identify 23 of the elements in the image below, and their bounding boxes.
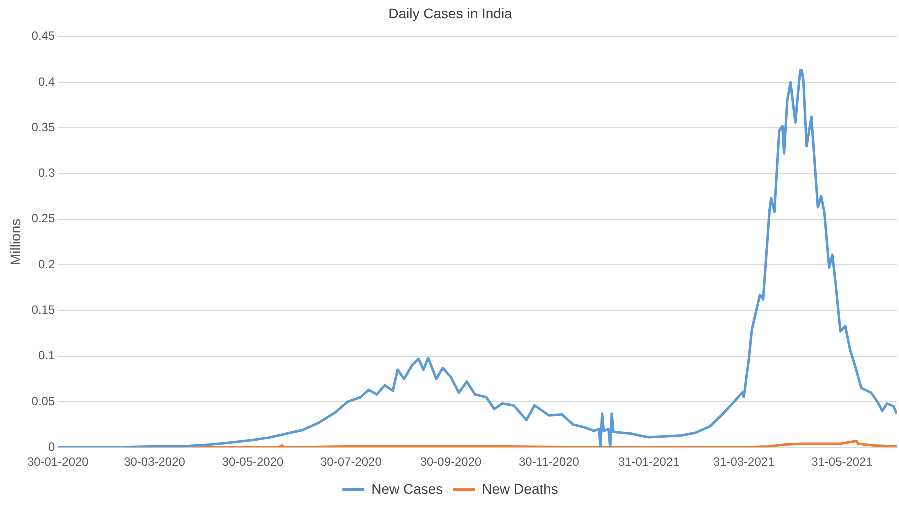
x-tick-label: 30-01-2020 <box>27 455 90 470</box>
y-tick-label: 0.1 <box>38 348 56 363</box>
x-tick-label: 30-07-2020 <box>320 455 382 470</box>
x-tick-label: 31-01-2021 <box>618 455 680 470</box>
y-axis-title: Millions <box>7 218 24 266</box>
x-tick-label: 30-11-2020 <box>518 455 580 470</box>
y-tick-label: 0.25 <box>32 212 56 226</box>
y-tick-label: 0.15 <box>32 302 56 317</box>
x-tick-label: 30-05-2020 <box>222 455 284 470</box>
y-tick-label: 0.4 <box>38 74 56 89</box>
y-tick-label: 0.45 <box>32 29 56 44</box>
legend-label: New Cases <box>372 480 444 497</box>
x-tick-label: 31-05-2021 <box>812 455 874 470</box>
x-tick-label: 31-03-2021 <box>713 455 776 470</box>
y-tick-label: 0 <box>48 440 56 454</box>
x-tick-label: 30-09-2020 <box>420 455 482 470</box>
y-tick-label: 0.2 <box>38 257 56 272</box>
y-tick-label: 0.3 <box>38 166 56 180</box>
y-tick-label: 0.35 <box>32 120 56 134</box>
chart-title: Daily Cases in India <box>388 5 513 22</box>
legend-label: New Deaths <box>482 480 558 497</box>
x-tick-label: 30-03-2020 <box>124 455 186 470</box>
y-tick-label: 0.05 <box>32 394 56 408</box>
